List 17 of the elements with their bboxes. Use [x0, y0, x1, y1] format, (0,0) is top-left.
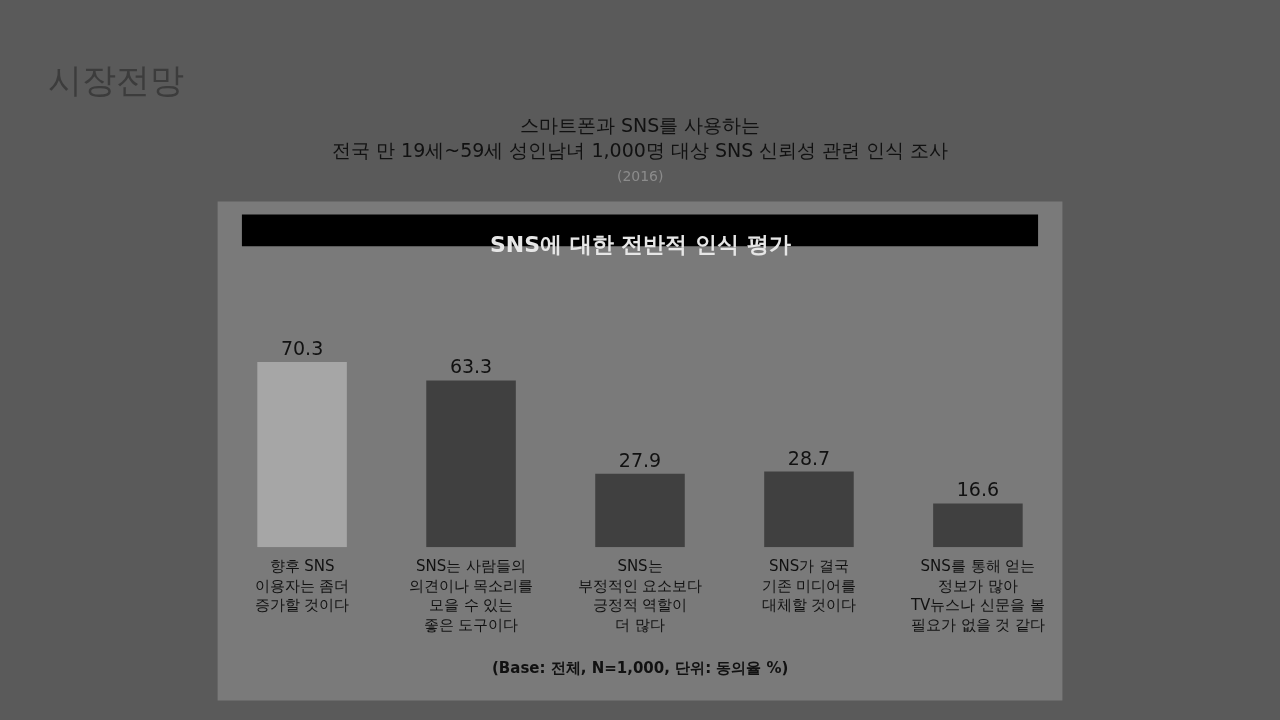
x-tick-label: SNS는 사람들의 의견이나 목소리를 모을 수 있는 좋은 도구이다 [408, 557, 534, 634]
data-label: 16.6 [956, 478, 1000, 501]
x-tick-label: SNS가 결국 기존 미디어를 대체할 것이다 [761, 557, 857, 615]
x-tick-label: SNS는 부정적인 요소보다 긍정적 역할이 더 많다 [577, 557, 703, 634]
data-label: 63.3 [449, 355, 493, 378]
chart-title: SNS에 대한 전반적 인식 평가 [490, 232, 791, 257]
data-label: 27.9 [618, 448, 662, 471]
x-tick-label: SNS를 통해 얻는 정보가 많아 TV뉴스나 신문을 볼 필요가 없을 것 같다 [909, 557, 1046, 634]
bar [764, 471, 854, 548]
x-tick-label: 향후 SNS 이용자는 좀더 증가할 것이다 [254, 557, 350, 615]
data-label: 70.3 [280, 337, 324, 360]
bar [595, 473, 685, 548]
bar [257, 362, 347, 548]
bar [426, 380, 516, 548]
text: (Base: 전체, N=1,000, 단위: 동의율 %) [492, 659, 789, 677]
bar [933, 503, 1023, 548]
data-label: 28.7 [787, 446, 831, 469]
